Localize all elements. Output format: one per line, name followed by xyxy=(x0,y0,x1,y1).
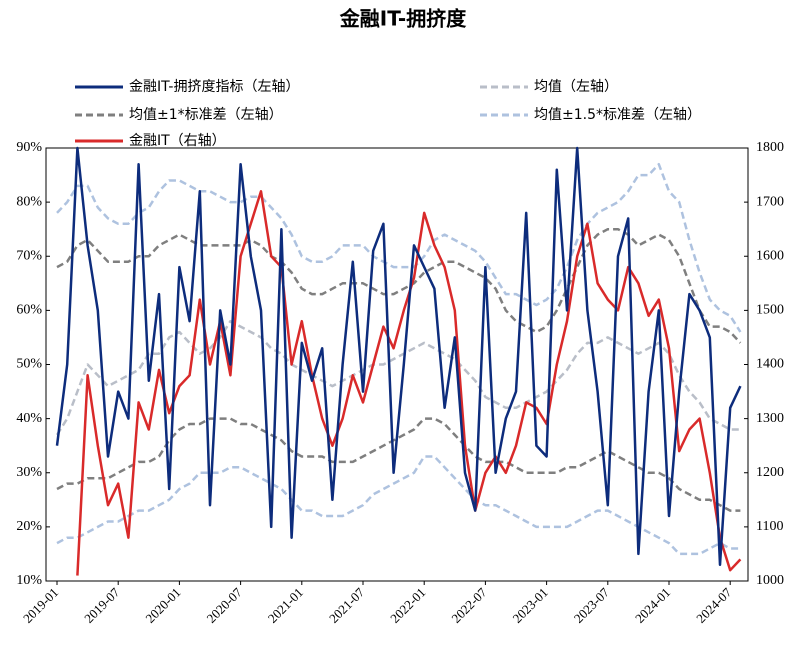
y-tick-label: 10% xyxy=(16,573,42,588)
x-tick-label: 2024-01 xyxy=(632,585,673,626)
y2-tick-label: 1800 xyxy=(756,140,784,155)
series-line xyxy=(56,455,741,556)
series-line xyxy=(56,227,742,344)
series-line xyxy=(56,162,742,333)
x-tick-label: 2021-01 xyxy=(265,585,306,626)
x-tick-label: 2023-01 xyxy=(510,585,551,626)
y2-tick-label: 1700 xyxy=(756,194,784,209)
legend-label: 均值±1.5*标准差（左轴） xyxy=(534,107,701,123)
y-tick-label: 90% xyxy=(16,140,42,155)
x-tick-label: 2020-01 xyxy=(142,585,183,626)
x-tick-label: 2019-01 xyxy=(20,585,61,626)
legend-label: 金融IT-拥挤度指标（左轴） xyxy=(129,79,299,95)
legend-label: 均值（左轴） xyxy=(534,79,618,95)
x-tick-label: 2024-07 xyxy=(693,584,735,626)
series-line xyxy=(55,146,742,567)
x-tick-label: 2019-07 xyxy=(81,584,123,626)
x-tick-label: 2023-07 xyxy=(571,584,613,626)
y-tick-label: 80% xyxy=(16,194,42,209)
y2-tick-label: 1100 xyxy=(756,519,783,534)
y2-tick-label: 1300 xyxy=(756,411,784,426)
chart-title: 金融IT-拥挤度 xyxy=(339,7,467,31)
x-tick-label: 2021-07 xyxy=(326,584,368,626)
legend-label: 均值±1*标准差（左轴） xyxy=(129,107,283,123)
y-tick-label: 70% xyxy=(16,248,42,263)
y2-tick-label: 1500 xyxy=(756,303,784,318)
y2-tick-label: 1000 xyxy=(756,573,784,588)
y-tick-label: 60% xyxy=(16,303,42,318)
x-tick-label: 2022-01 xyxy=(387,585,428,626)
y-tick-label: 40% xyxy=(16,411,42,426)
series-line xyxy=(55,319,741,436)
y2-tick-label: 1200 xyxy=(756,465,784,480)
legend-label: 金融IT（右轴） xyxy=(129,133,226,149)
y2-tick-label: 1400 xyxy=(756,357,784,372)
y-tick-label: 30% xyxy=(16,465,42,480)
y2-tick-label: 1600 xyxy=(756,248,784,263)
x-tick-label: 2022-07 xyxy=(448,584,490,626)
y-tick-label: 50% xyxy=(16,357,42,372)
x-tick-label: 2020-07 xyxy=(204,584,246,626)
y-tick-label: 20% xyxy=(16,519,42,534)
